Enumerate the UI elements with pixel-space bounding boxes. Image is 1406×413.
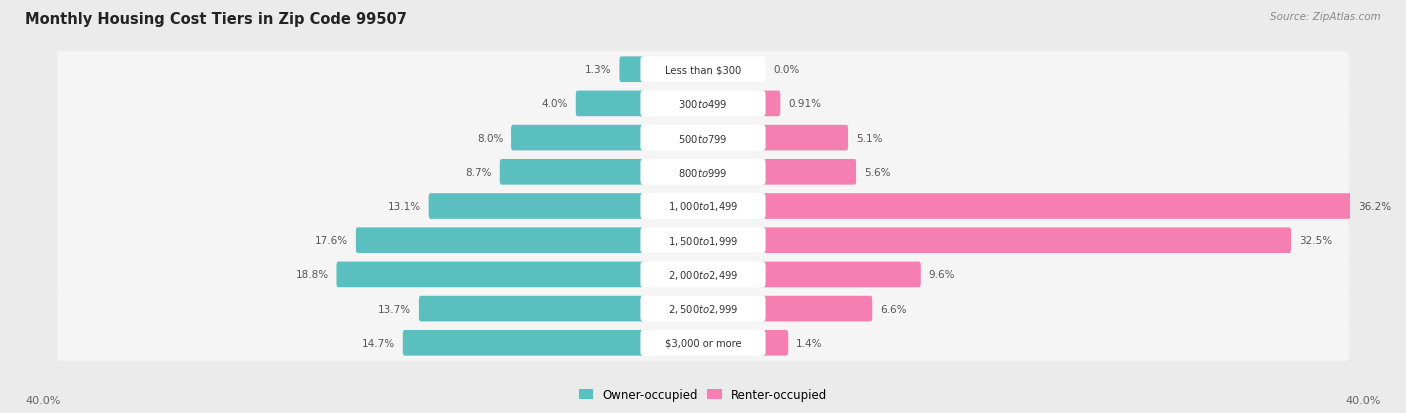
Text: 6.6%: 6.6% xyxy=(880,304,907,314)
Legend: Owner-occupied, Renter-occupied: Owner-occupied, Renter-occupied xyxy=(579,389,827,401)
FancyBboxPatch shape xyxy=(640,159,766,185)
Text: 0.0%: 0.0% xyxy=(773,65,800,75)
FancyBboxPatch shape xyxy=(762,228,1291,254)
Text: 1.3%: 1.3% xyxy=(585,65,612,75)
FancyBboxPatch shape xyxy=(58,52,1348,88)
FancyBboxPatch shape xyxy=(58,120,1348,156)
Text: $1,000 to $1,499: $1,000 to $1,499 xyxy=(668,200,738,213)
Text: $500 to $799: $500 to $799 xyxy=(678,132,728,144)
Text: 14.7%: 14.7% xyxy=(361,338,395,348)
Text: $3,000 or more: $3,000 or more xyxy=(665,338,741,348)
Text: 13.1%: 13.1% xyxy=(388,202,420,211)
FancyBboxPatch shape xyxy=(620,57,644,83)
Text: $1,500 to $1,999: $1,500 to $1,999 xyxy=(668,234,738,247)
Text: 13.7%: 13.7% xyxy=(378,304,411,314)
FancyBboxPatch shape xyxy=(640,296,766,322)
Text: 36.2%: 36.2% xyxy=(1358,202,1392,211)
FancyBboxPatch shape xyxy=(419,296,644,322)
FancyBboxPatch shape xyxy=(762,194,1351,219)
Text: Less than $300: Less than $300 xyxy=(665,65,741,75)
Text: 8.7%: 8.7% xyxy=(465,167,492,177)
Text: 18.8%: 18.8% xyxy=(295,270,329,280)
FancyBboxPatch shape xyxy=(58,257,1348,293)
Text: Monthly Housing Cost Tiers in Zip Code 99507: Monthly Housing Cost Tiers in Zip Code 9… xyxy=(25,12,408,27)
FancyBboxPatch shape xyxy=(640,91,766,117)
Text: 0.91%: 0.91% xyxy=(787,99,821,109)
Text: $800 to $999: $800 to $999 xyxy=(678,166,728,178)
Text: 8.0%: 8.0% xyxy=(477,133,503,143)
Text: Source: ZipAtlas.com: Source: ZipAtlas.com xyxy=(1270,12,1381,22)
FancyBboxPatch shape xyxy=(429,194,644,219)
Text: 9.6%: 9.6% xyxy=(928,270,955,280)
FancyBboxPatch shape xyxy=(336,262,644,287)
FancyBboxPatch shape xyxy=(762,126,848,151)
Text: 40.0%: 40.0% xyxy=(1346,395,1381,405)
FancyBboxPatch shape xyxy=(58,189,1348,224)
FancyBboxPatch shape xyxy=(58,223,1348,259)
FancyBboxPatch shape xyxy=(640,262,766,287)
FancyBboxPatch shape xyxy=(762,330,789,356)
Text: 5.1%: 5.1% xyxy=(856,133,883,143)
Text: 17.6%: 17.6% xyxy=(315,236,349,246)
FancyBboxPatch shape xyxy=(510,126,644,151)
FancyBboxPatch shape xyxy=(640,194,766,219)
Text: $2,500 to $2,999: $2,500 to $2,999 xyxy=(668,302,738,316)
Text: 1.4%: 1.4% xyxy=(796,338,823,348)
FancyBboxPatch shape xyxy=(499,159,644,185)
FancyBboxPatch shape xyxy=(640,330,766,356)
FancyBboxPatch shape xyxy=(58,154,1348,190)
FancyBboxPatch shape xyxy=(58,291,1348,327)
Text: 5.6%: 5.6% xyxy=(863,167,890,177)
Text: $300 to $499: $300 to $499 xyxy=(678,98,728,110)
FancyBboxPatch shape xyxy=(402,330,644,356)
FancyBboxPatch shape xyxy=(640,57,766,83)
Text: 32.5%: 32.5% xyxy=(1299,236,1331,246)
FancyBboxPatch shape xyxy=(58,86,1348,122)
FancyBboxPatch shape xyxy=(640,228,766,254)
FancyBboxPatch shape xyxy=(762,159,856,185)
FancyBboxPatch shape xyxy=(762,91,780,117)
FancyBboxPatch shape xyxy=(762,262,921,287)
FancyBboxPatch shape xyxy=(575,91,644,117)
FancyBboxPatch shape xyxy=(640,126,766,151)
Text: 4.0%: 4.0% xyxy=(541,99,568,109)
Text: $2,000 to $2,499: $2,000 to $2,499 xyxy=(668,268,738,281)
FancyBboxPatch shape xyxy=(762,296,872,322)
FancyBboxPatch shape xyxy=(356,228,644,254)
FancyBboxPatch shape xyxy=(58,325,1348,361)
Text: 40.0%: 40.0% xyxy=(25,395,60,405)
